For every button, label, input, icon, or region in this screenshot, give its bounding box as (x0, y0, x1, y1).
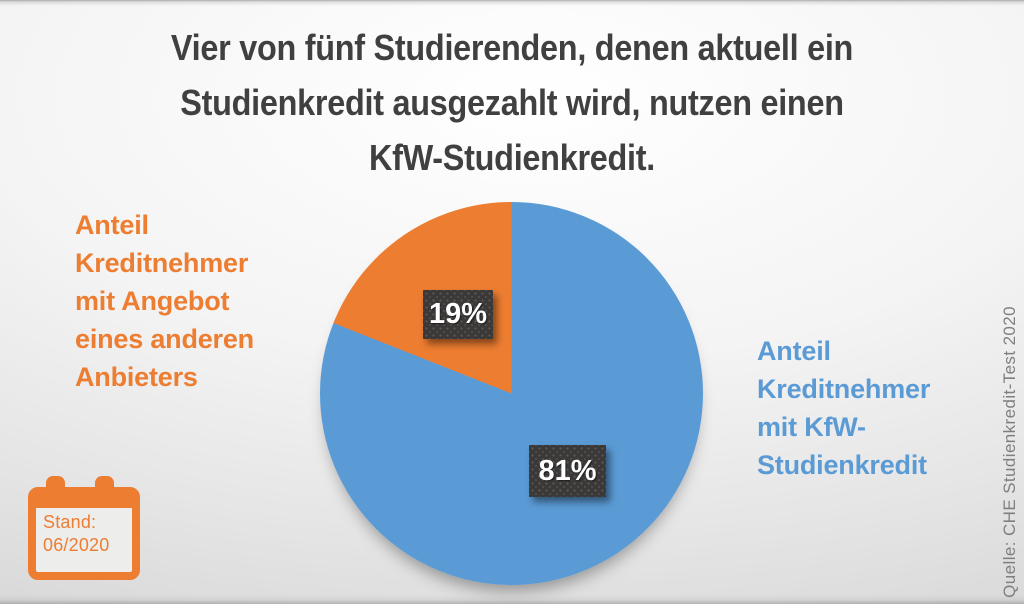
data-label-kfw: 81% (529, 445, 606, 497)
data-label-other-provider-value: 19% (428, 298, 488, 330)
data-label-other-provider: 19% (423, 290, 493, 339)
label-kfw-share: Anteil Kreditnehmer mit KfW- Studienkred… (757, 336, 931, 480)
chart-title: Vier von fünf Studierenden, denen aktuel… (170, 27, 854, 178)
label-other-provider-share: Anteil Kreditnehmer mit Angebot eines an… (75, 210, 254, 392)
calendar-icon: Stand: 06/2020 (28, 476, 140, 580)
calendar-header-bar (36, 495, 132, 508)
as-of-date: Stand: 06/2020 (43, 512, 110, 555)
source-note: Quelle: CHE Studienkredit-Test 2020 (1000, 306, 1019, 598)
pie-chart (320, 202, 703, 585)
calendar-body: Stand: 06/2020 (28, 487, 140, 580)
data-label-kfw-value: 81% (538, 454, 597, 487)
